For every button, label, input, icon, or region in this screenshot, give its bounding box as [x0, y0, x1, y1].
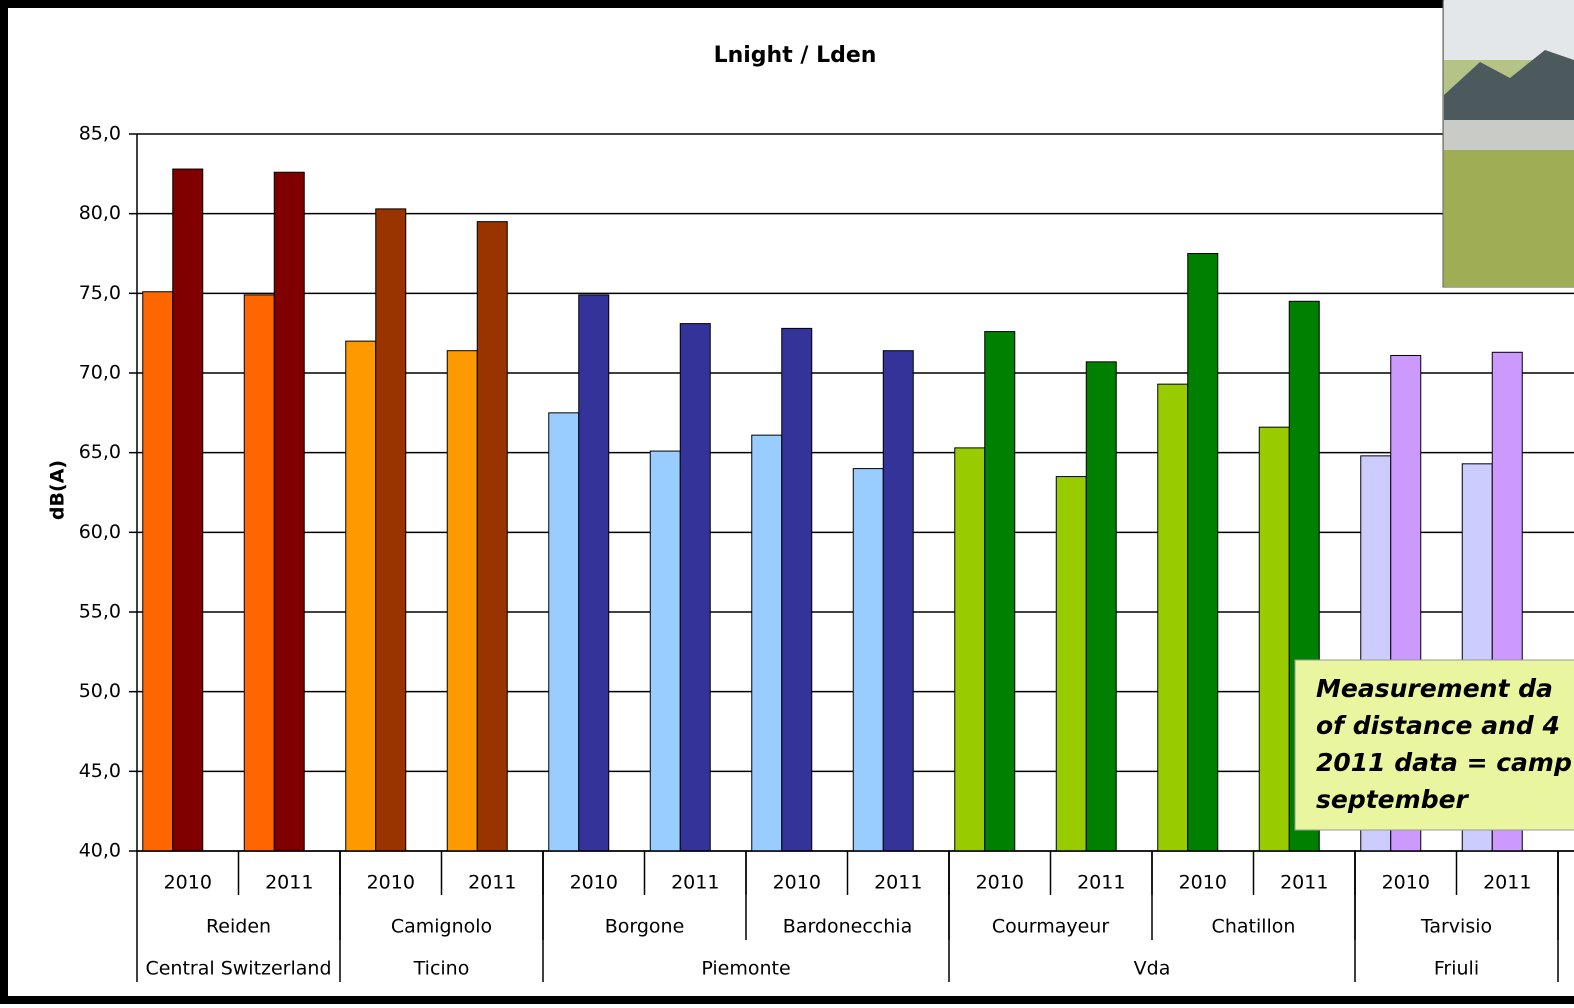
x-tick-label: 2010 [1179, 872, 1227, 894]
x-tick-label: 2010 [367, 872, 415, 894]
y-tick-label: 40,0 [79, 840, 121, 862]
y-tick-label: 80,0 [79, 202, 121, 224]
x-tick-label: 2011 [1483, 872, 1531, 894]
bar [345, 340, 377, 852]
bar [649, 450, 681, 852]
bar [1157, 383, 1189, 852]
region-label: Central Switzerland [145, 958, 331, 980]
x-tick-label: 2011 [1077, 872, 1125, 894]
x-tick-label: 2011 [874, 872, 922, 894]
x-tick-label: 2010 [164, 872, 212, 894]
chart-title: Lnight / Lden [714, 43, 877, 68]
x-tick-label: 2010 [1382, 872, 1430, 894]
bar [1055, 476, 1087, 852]
x-tick-label: 2011 [671, 872, 719, 894]
bar [172, 168, 204, 852]
bar [476, 221, 508, 852]
x-tick-label: 2010 [570, 872, 618, 894]
photo [1442, 0, 1574, 288]
bar [273, 171, 305, 852]
bar [984, 331, 1016, 852]
bar [1187, 253, 1219, 852]
x-tick-label: 2011 [1280, 872, 1328, 894]
site-label: Courmayeur [992, 916, 1110, 938]
site-label: Tarvisio [1420, 916, 1492, 938]
bar [142, 291, 174, 852]
bar [375, 208, 407, 852]
bar [548, 412, 580, 852]
bar [882, 350, 914, 852]
site-label: Bardonecchia [783, 916, 912, 938]
site-label: Chatillon [1212, 916, 1296, 938]
y-tick-label: 65,0 [79, 441, 121, 463]
bar [679, 323, 711, 852]
bar [1258, 426, 1290, 852]
bar [1085, 361, 1117, 852]
y-tick-label: 70,0 [79, 362, 121, 384]
y-tick-label: 45,0 [79, 760, 121, 782]
region-label: Friuli [1434, 958, 1479, 980]
annotation-bg [1294, 659, 1574, 831]
site-label: Borgone [605, 916, 685, 938]
y-tick-label: 85,0 [79, 123, 121, 145]
y-tick-label: 50,0 [79, 680, 121, 702]
annotation-line: of distance and 4 [1316, 711, 1560, 740]
site-label: Camignolo [391, 916, 492, 938]
bar [781, 327, 813, 852]
x-tick-label: 2011 [265, 872, 313, 894]
region-label: Piemonte [701, 958, 790, 980]
y-axis-label: dB(A) [47, 460, 69, 520]
y-tick-label: 55,0 [79, 601, 121, 623]
annotation-line: 2011 data = camp [1316, 748, 1572, 777]
x-tick-label: 2011 [468, 872, 516, 894]
region-label: Ticino [413, 958, 470, 980]
annotation-box: Measurement da of distance and 4 2011 data… [1294, 659, 1574, 831]
site-label: Reiden [206, 916, 271, 938]
annotation-line: Measurement da [1316, 674, 1553, 703]
x-tick-label: 2010 [773, 872, 821, 894]
bar [243, 294, 275, 852]
bar [578, 294, 610, 852]
y-tick-label: 75,0 [79, 282, 121, 304]
bar [446, 350, 478, 852]
x-tick-label: 2010 [976, 872, 1024, 894]
bar [954, 447, 986, 852]
y-tick-label: 60,0 [79, 521, 121, 543]
bar [852, 468, 884, 852]
region-label: Vda [1134, 958, 1171, 980]
bar [751, 434, 783, 852]
annotation-line: september [1316, 785, 1470, 814]
